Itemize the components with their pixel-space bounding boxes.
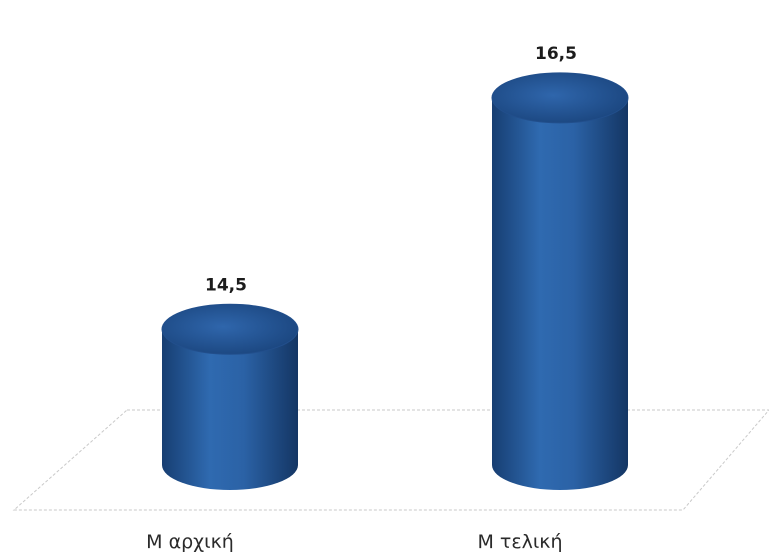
bar-top-2 bbox=[491, 72, 629, 124]
category-label-1: Μ αρχική bbox=[146, 531, 234, 553]
bar-2 bbox=[491, 72, 629, 490]
category-label-2: Μ τελική bbox=[477, 531, 562, 553]
bar-top-1 bbox=[161, 303, 299, 355]
bar-body-2 bbox=[492, 97, 628, 490]
data-label-2: 16,5 bbox=[535, 44, 577, 64]
floor-plane bbox=[12, 409, 769, 511]
bar-body-1 bbox=[162, 329, 298, 490]
bars-group bbox=[161, 72, 629, 490]
bar-1 bbox=[161, 303, 299, 490]
category-labels-group: Μ αρχική Μ τελική bbox=[146, 531, 562, 553]
data-label-1: 14,5 bbox=[205, 275, 247, 295]
data-labels-group: 14,5 16,5 bbox=[205, 44, 577, 295]
